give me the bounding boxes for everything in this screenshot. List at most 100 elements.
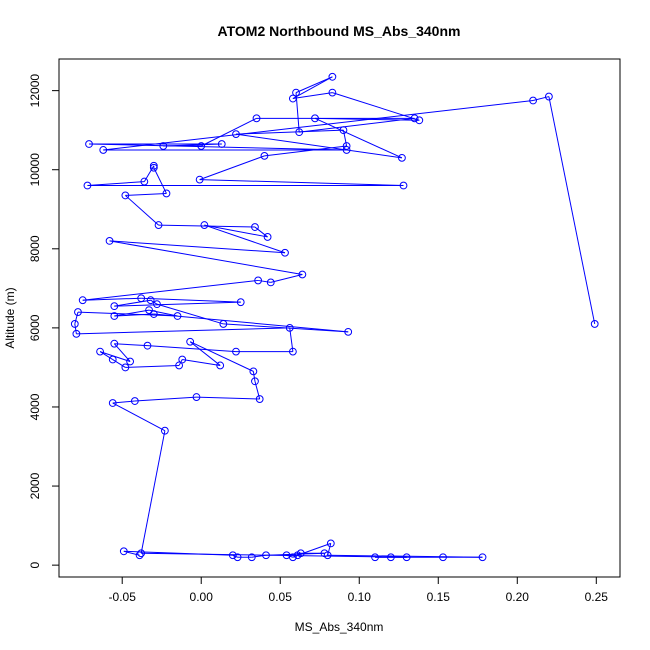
y-tick-label: 2000: [28, 472, 42, 499]
data-point: [326, 539, 335, 548]
series-line-segment: [112, 359, 126, 368]
series-line-segment: [153, 167, 167, 194]
data-point: [146, 296, 155, 305]
data-point: [99, 146, 108, 154]
series-line-segment: [332, 92, 420, 121]
data-point: [247, 553, 256, 562]
data-point: [529, 96, 537, 105]
data-point: [149, 161, 158, 170]
y-axis-label: Altitude (m): [3, 287, 17, 348]
series-line-segment: [113, 343, 131, 362]
data-point: [173, 312, 182, 320]
data-point: [108, 399, 117, 407]
series-line-segment: [292, 76, 333, 99]
x-tick-label: 0.10: [348, 590, 372, 604]
series-points: [70, 72, 599, 562]
data-point: [282, 551, 291, 560]
x-tick-label: 0.00: [190, 590, 214, 604]
series-line-segment: [82, 279, 259, 301]
data-point: [83, 181, 92, 190]
series-line-segment: [114, 299, 151, 307]
series-line-segment: [156, 303, 224, 325]
data-point: [197, 142, 206, 150]
series-line-segment: [109, 240, 286, 254]
series-line-segment: [125, 364, 180, 368]
series-line-segment: [295, 76, 333, 94]
data-point: [402, 553, 411, 562]
data-point: [410, 114, 419, 123]
series-line-segment: [264, 145, 347, 157]
series-line-segment: [548, 96, 596, 325]
series-line-segment: [254, 226, 268, 238]
series-line-segment: [87, 181, 145, 187]
series-line-segment: [314, 117, 403, 159]
data-point: [154, 221, 163, 229]
data-point: [192, 393, 201, 401]
series-line-segment: [258, 279, 271, 283]
data-point: [328, 72, 337, 81]
data-point: [478, 553, 487, 562]
series-line-segment: [140, 430, 166, 554]
series-lines: [74, 76, 596, 558]
data-point: [228, 551, 237, 560]
x-axis-label: MS_Abs_340nm: [295, 620, 384, 634]
data-point: [288, 347, 297, 356]
data-point: [160, 426, 169, 435]
data-point: [590, 320, 599, 328]
data-point: [232, 130, 240, 139]
series-line-segment: [299, 117, 415, 133]
data-point: [78, 296, 87, 305]
chart-title: ATOM2 Northbound MS_Abs_340nm: [218, 23, 461, 39]
plot-frame: [58, 58, 621, 578]
series-line-segment: [153, 313, 349, 333]
data-point: [119, 547, 128, 556]
data-point: [121, 363, 130, 372]
series-line-segment: [123, 550, 233, 556]
data-point: [296, 549, 305, 558]
series-line-segment: [201, 117, 257, 147]
data-point: [232, 347, 240, 356]
data-point: [295, 128, 304, 137]
data-point: [285, 323, 294, 332]
series-line-segment: [112, 402, 166, 432]
series-line-segment: [289, 327, 294, 352]
data-point: [175, 361, 184, 370]
data-point: [236, 298, 245, 307]
series-line-segment: [189, 341, 221, 366]
data-point: [153, 300, 161, 309]
data-point: [135, 551, 144, 560]
series-line-segment: [74, 311, 79, 325]
data-point: [145, 306, 153, 314]
x-axis: -0.05 0.00 0.05 0.10 0.15 0.20 0.25: [109, 576, 608, 604]
data-point: [311, 114, 319, 123]
data-point: [263, 233, 272, 241]
data-point: [110, 339, 119, 348]
series-line-segment: [103, 100, 534, 151]
series-line-segment: [125, 192, 167, 196]
data-point: [162, 189, 171, 198]
y-tick-label: 8000: [28, 235, 42, 262]
data-point: [288, 94, 297, 103]
series-line-segment: [109, 240, 303, 275]
data-point: [105, 236, 114, 245]
x-tick-label: 0.05: [269, 590, 293, 604]
series-line-segment: [114, 301, 241, 307]
data-point: [292, 88, 300, 97]
data-point: [159, 142, 168, 150]
series-line-segment: [314, 117, 420, 121]
data-point: [137, 549, 146, 558]
y-tick-label: 10000: [28, 153, 42, 187]
data-point: [298, 270, 307, 279]
series-line-segment: [134, 396, 197, 402]
data-point: [149, 310, 158, 318]
series-line-segment: [292, 92, 333, 100]
data-point: [217, 140, 226, 148]
data-point: [216, 361, 225, 370]
series-line-segment: [204, 224, 268, 238]
data-point: [398, 153, 406, 162]
data-point: [399, 181, 408, 190]
data-point: [262, 551, 270, 560]
series-line-segment: [125, 195, 159, 226]
data-point: [200, 221, 209, 229]
series-line-segment: [199, 155, 265, 181]
